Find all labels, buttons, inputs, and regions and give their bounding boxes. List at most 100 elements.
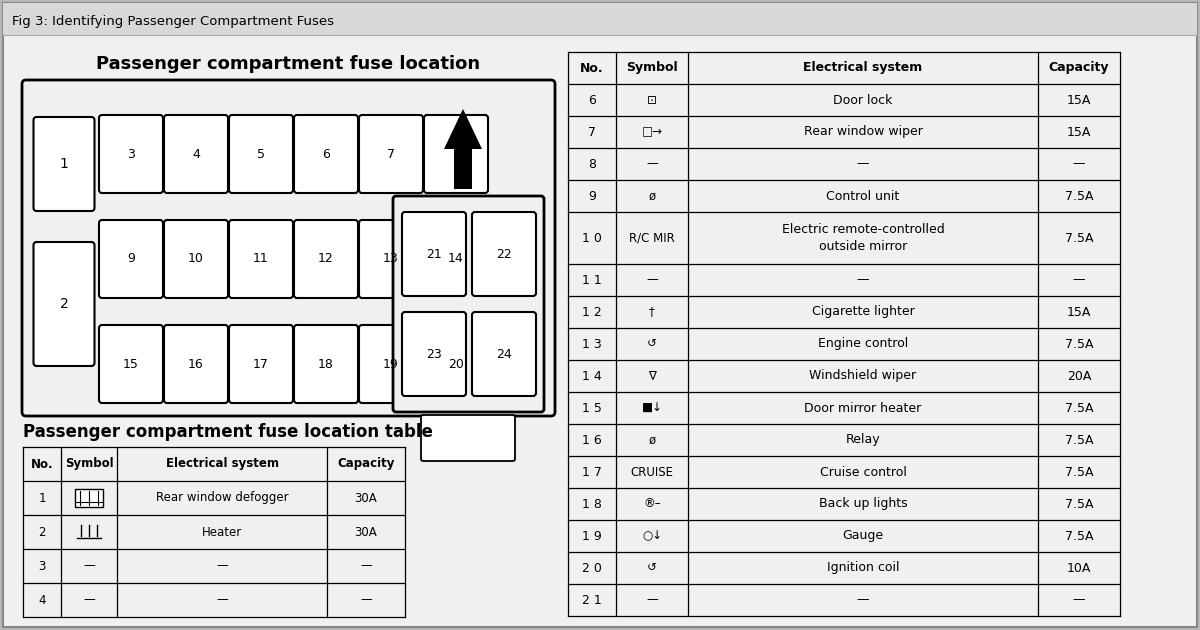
Text: —: — [360, 559, 372, 573]
Text: 7.5A: 7.5A [1064, 190, 1093, 202]
Text: Control unit: Control unit [827, 190, 900, 202]
FancyBboxPatch shape [359, 220, 424, 298]
FancyBboxPatch shape [424, 325, 488, 403]
Text: 1: 1 [60, 157, 68, 171]
Text: Relay: Relay [846, 433, 881, 447]
Text: —: — [83, 593, 95, 607]
Text: 12: 12 [318, 253, 334, 265]
Text: ®–: ®– [643, 498, 661, 510]
Text: 1: 1 [38, 491, 46, 505]
Text: —: — [216, 593, 228, 607]
Text: 23: 23 [426, 348, 442, 360]
Text: 9: 9 [588, 190, 596, 202]
Text: 2: 2 [60, 297, 68, 311]
Text: —: — [857, 273, 869, 287]
Text: Capacity: Capacity [1049, 62, 1109, 74]
Text: 3: 3 [38, 559, 46, 573]
FancyBboxPatch shape [421, 415, 515, 461]
Text: No.: No. [31, 457, 53, 471]
Text: Fig 3: Identifying Passenger Compartment Fuses: Fig 3: Identifying Passenger Compartment… [12, 16, 334, 28]
FancyBboxPatch shape [402, 212, 466, 296]
FancyBboxPatch shape [472, 212, 536, 296]
FancyBboxPatch shape [229, 115, 293, 193]
Text: R/C MIR: R/C MIR [629, 231, 674, 244]
Text: Electric remote-controlled
outside mirror: Electric remote-controlled outside mirro… [781, 223, 944, 253]
Text: Rear window wiper: Rear window wiper [804, 125, 923, 139]
Text: Heater: Heater [202, 525, 242, 539]
Text: 7: 7 [386, 147, 395, 161]
Text: 10: 10 [188, 253, 204, 265]
Text: —: — [857, 158, 869, 171]
Text: Electrical system: Electrical system [166, 457, 278, 471]
Text: —: — [646, 158, 658, 171]
Text: ø: ø [648, 433, 655, 447]
Text: —: — [646, 593, 658, 607]
Text: 24: 24 [496, 348, 512, 360]
FancyBboxPatch shape [164, 220, 228, 298]
Text: Door mirror heater: Door mirror heater [804, 401, 922, 415]
Text: —: — [646, 273, 658, 287]
Text: 21: 21 [426, 248, 442, 260]
FancyBboxPatch shape [22, 80, 554, 416]
Text: 30A: 30A [355, 491, 377, 505]
Polygon shape [444, 109, 482, 189]
Text: 14: 14 [448, 253, 464, 265]
Text: CRUISE: CRUISE [630, 466, 673, 479]
Text: 7: 7 [588, 125, 596, 139]
Text: Rear window defogger: Rear window defogger [156, 491, 288, 505]
Text: 15A: 15A [1067, 306, 1091, 319]
Text: Engine control: Engine control [818, 338, 908, 350]
Text: 6: 6 [322, 147, 330, 161]
Text: 20: 20 [448, 357, 464, 370]
FancyBboxPatch shape [294, 115, 358, 193]
FancyBboxPatch shape [472, 312, 536, 396]
Text: ⊡: ⊡ [647, 93, 656, 106]
FancyBboxPatch shape [164, 325, 228, 403]
Text: Passenger compartment fuse location table: Passenger compartment fuse location tabl… [23, 423, 433, 441]
FancyBboxPatch shape [2, 3, 1198, 627]
Text: —: — [1073, 593, 1085, 607]
Text: 20A: 20A [1067, 370, 1091, 382]
Text: 13: 13 [383, 253, 398, 265]
Text: —: — [83, 559, 95, 573]
Text: —: — [1073, 273, 1085, 287]
FancyBboxPatch shape [424, 220, 488, 298]
Text: 1 6: 1 6 [582, 433, 602, 447]
Text: 16: 16 [188, 357, 204, 370]
Text: 2: 2 [38, 525, 46, 539]
Text: 9: 9 [127, 253, 134, 265]
Text: —: — [360, 593, 372, 607]
Text: 1 4: 1 4 [582, 370, 602, 382]
Text: Ignition coil: Ignition coil [827, 561, 899, 575]
Text: Door lock: Door lock [833, 93, 893, 106]
Text: 7.5A: 7.5A [1064, 433, 1093, 447]
Text: 15A: 15A [1067, 93, 1091, 106]
Text: Electrical system: Electrical system [803, 62, 923, 74]
Text: 1 8: 1 8 [582, 498, 602, 510]
Text: 4: 4 [192, 147, 200, 161]
Text: —: — [857, 593, 869, 607]
Text: —: — [1073, 158, 1085, 171]
FancyBboxPatch shape [98, 115, 163, 193]
Text: 19: 19 [383, 357, 398, 370]
FancyBboxPatch shape [424, 115, 488, 193]
FancyBboxPatch shape [294, 325, 358, 403]
Text: 15A: 15A [1067, 125, 1091, 139]
Text: ↺: ↺ [647, 561, 656, 575]
Text: ○↓: ○↓ [642, 529, 662, 542]
Text: ■↓: ■↓ [642, 401, 662, 415]
Text: 7.5A: 7.5A [1064, 498, 1093, 510]
Text: Cigarette lighter: Cigarette lighter [811, 306, 914, 319]
Text: 18: 18 [318, 357, 334, 370]
Text: ∇: ∇ [648, 370, 656, 382]
Text: 7.5A: 7.5A [1064, 338, 1093, 350]
Text: 1 7: 1 7 [582, 466, 602, 479]
Text: Cruise control: Cruise control [820, 466, 906, 479]
Text: 30A: 30A [355, 525, 377, 539]
FancyBboxPatch shape [229, 325, 293, 403]
Text: 15: 15 [124, 357, 139, 370]
Text: 22: 22 [496, 248, 512, 260]
Text: 1 5: 1 5 [582, 401, 602, 415]
Text: 7.5A: 7.5A [1064, 466, 1093, 479]
Text: 3: 3 [127, 147, 134, 161]
